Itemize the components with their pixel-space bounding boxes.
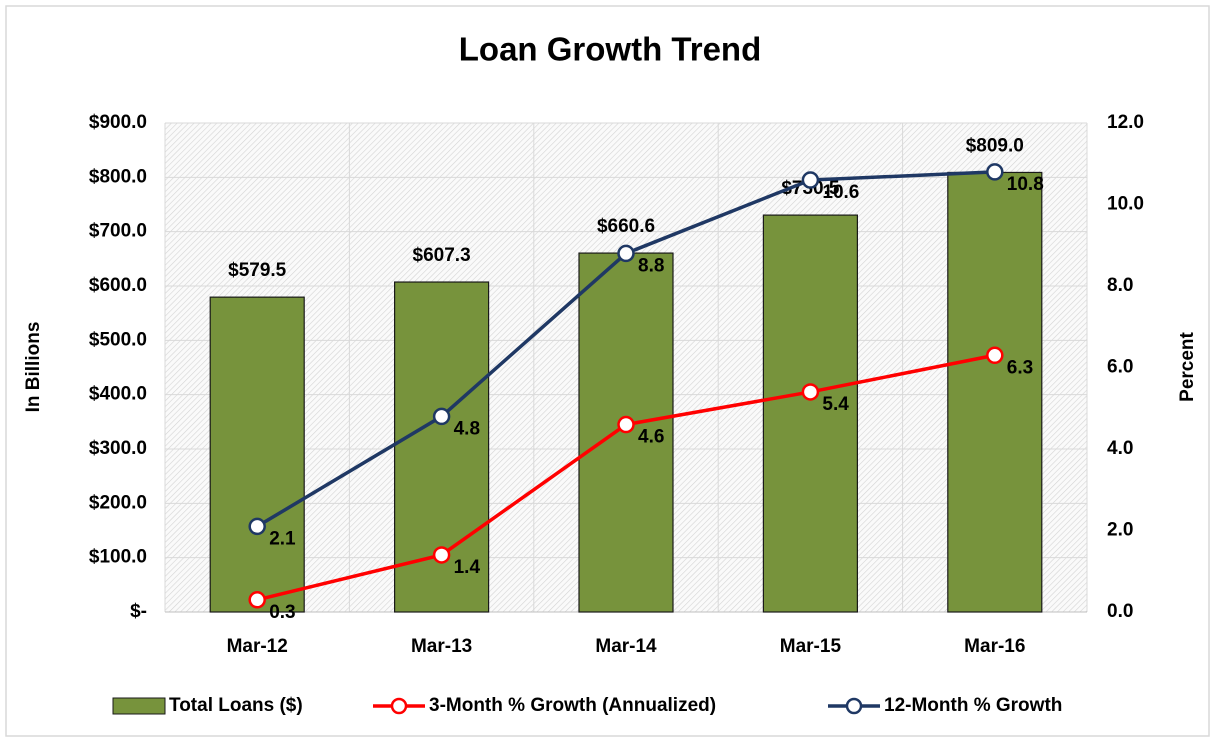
y-tick-label: $- — [130, 601, 147, 622]
line-marker — [801, 171, 820, 189]
legend-swatch — [112, 697, 166, 715]
line-value-label: 8.8 — [638, 255, 664, 276]
y2-tick-label: 6.0 — [1107, 357, 1133, 378]
y-tick-label: $500.0 — [89, 329, 147, 350]
line-marker — [801, 383, 820, 401]
x-tick-label: Mar-12 — [227, 636, 288, 657]
y-tick-label: $400.0 — [89, 384, 147, 405]
line-marker — [617, 244, 635, 263]
y2-axis-label: Percent — [1177, 331, 1198, 401]
y2-tick-label: 2.0 — [1107, 520, 1133, 541]
y-tick-label: $200.0 — [89, 492, 147, 513]
line-value-label: 6.3 — [1007, 357, 1033, 378]
line-value-label: 1.4 — [454, 557, 481, 578]
y-tick-label: $600.0 — [89, 275, 147, 296]
bar — [209, 296, 305, 613]
bar-value-label: $660.6 — [597, 216, 655, 237]
bar-value-label: $809.0 — [966, 135, 1024, 156]
line-marker — [986, 163, 1004, 181]
line-marker — [432, 546, 451, 564]
chart-title: Loan Growth Trend — [459, 31, 762, 68]
x-tick-label: Mar-15 — [780, 636, 842, 657]
legend-label: 3-Month % Growth (Annualized) — [429, 695, 716, 716]
x-tick-label: Mar-14 — [595, 636, 657, 657]
bar-value-label: $579.5 — [228, 260, 287, 281]
line-value-label: 10.8 — [1007, 174, 1044, 195]
y2-tick-label: 12.0 — [1107, 112, 1144, 133]
y2-tick-label: 4.0 — [1107, 438, 1133, 459]
line-value-label: 4.6 — [638, 427, 664, 448]
line-marker — [617, 415, 635, 434]
x-tick-label: Mar-16 — [964, 636, 1025, 657]
line-marker — [248, 591, 266, 609]
y-tick-label: $300.0 — [89, 438, 147, 459]
y2-tick-label: 8.0 — [1107, 275, 1133, 296]
line-value-label: 4.8 — [454, 418, 480, 439]
y-tick-label: $700.0 — [89, 221, 147, 242]
line-marker — [432, 407, 451, 426]
y2-tick-label: 0.0 — [1107, 601, 1133, 622]
y2-tick-label: 10.0 — [1107, 194, 1144, 215]
x-tick-label: Mar-13 — [411, 636, 472, 657]
y-axis-label: In Billions — [23, 322, 44, 413]
y-tick-label: $900.0 — [89, 112, 147, 133]
line-value-label: 0.3 — [269, 602, 295, 623]
y-tick-label: $100.0 — [89, 547, 147, 568]
line-value-label: 5.4 — [822, 394, 849, 415]
legend-label: 12-Month % Growth — [884, 695, 1062, 716]
line-marker — [248, 517, 266, 536]
bar — [762, 214, 859, 613]
bar-value-label: $607.3 — [413, 245, 471, 266]
line-value-label: 2.1 — [269, 528, 296, 549]
y-tick-label: $800.0 — [89, 166, 147, 187]
legend-marker — [390, 697, 408, 715]
bar — [947, 171, 1043, 613]
legend-marker — [845, 697, 863, 715]
line-value-label: 10.6 — [822, 182, 859, 203]
legend-label: Total Loans ($) — [169, 695, 303, 716]
line-marker — [986, 346, 1004, 365]
